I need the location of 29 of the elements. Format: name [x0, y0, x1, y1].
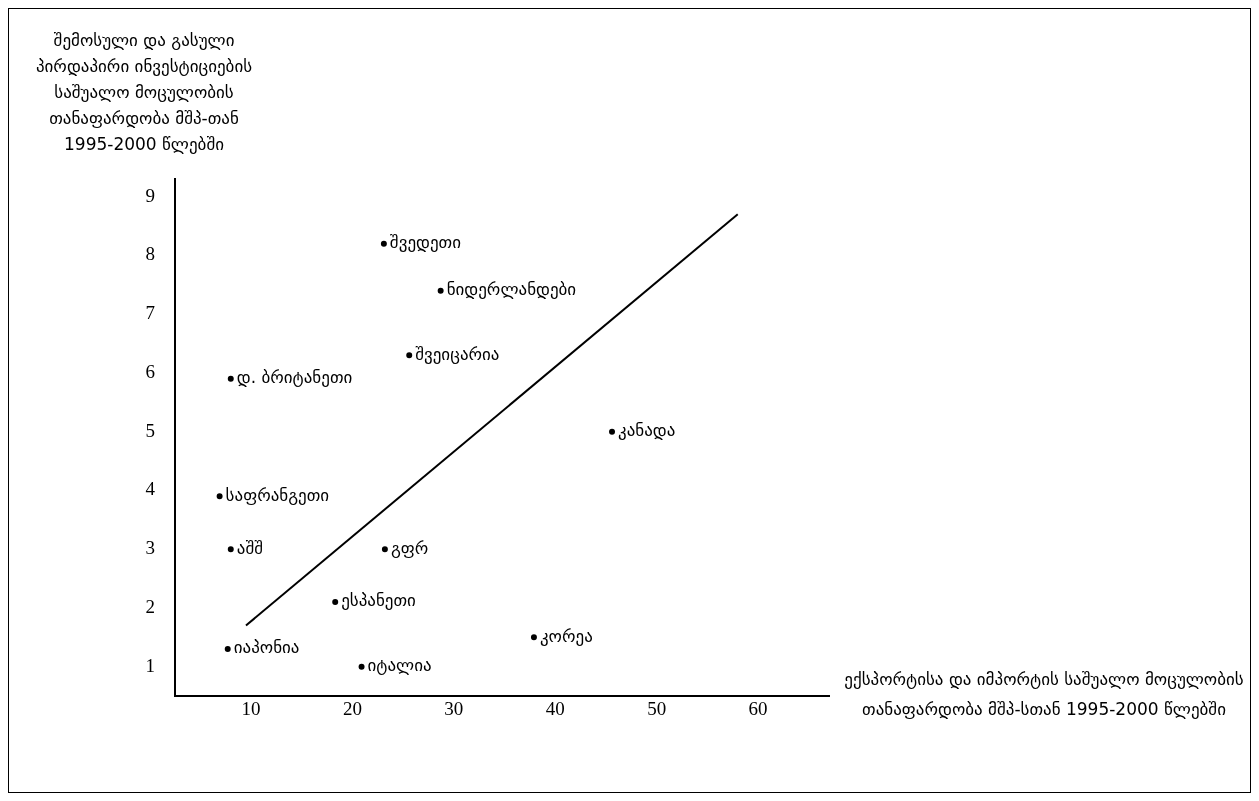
x-tick-label: 60: [748, 698, 768, 720]
x-tick-label: 10: [241, 698, 261, 720]
x-axis-title: ექსპორტისა და იმპორტის საშუალო მოცულობის თანაფარდობა მშპ-სთან 1995-2000 წლებში: [844, 669, 1244, 720]
data-label: შვედეთი: [389, 232, 461, 253]
y-tick-label: 3: [145, 537, 155, 559]
data-label: საფრანგეთი: [225, 484, 330, 505]
data-label: შვეიცარია: [415, 343, 500, 364]
data-label: ნიდერლანდები: [446, 279, 577, 300]
data-label: აშშ: [236, 537, 263, 558]
x-tick-label: 50: [647, 698, 667, 720]
y-tick-label: 6: [145, 360, 155, 382]
data-label: იაპონია: [233, 637, 300, 658]
data-label: ესპანეთი: [341, 590, 416, 611]
y-axis-title: შემოსული და გასული პირდაპირი ინვესტიციების საშუალო მოცულობის თანაფარდობა მშპ-თან 1995-2000 წლებში: [35, 30, 253, 155]
data-label: კანადა: [618, 420, 676, 441]
y-tick-label: 5: [145, 419, 155, 441]
x-tick-label: 30: [444, 698, 464, 720]
x-tick-label: 40: [545, 698, 565, 720]
y-tick-label: 8: [145, 243, 155, 265]
y-tick-label: 1: [145, 654, 155, 676]
x-tick-label: 20: [342, 698, 362, 720]
data-label: გფრ: [390, 537, 429, 558]
y-tick-label: 7: [145, 302, 155, 324]
y-tick-label: 9: [145, 184, 155, 206]
y-tick-label: 4: [145, 478, 156, 500]
data-label: კორეა: [539, 625, 593, 646]
data-label: იტალია: [367, 655, 432, 676]
data-label: დ. ბრიტანეთი: [236, 367, 353, 388]
y-tick-label: 2: [145, 595, 155, 617]
